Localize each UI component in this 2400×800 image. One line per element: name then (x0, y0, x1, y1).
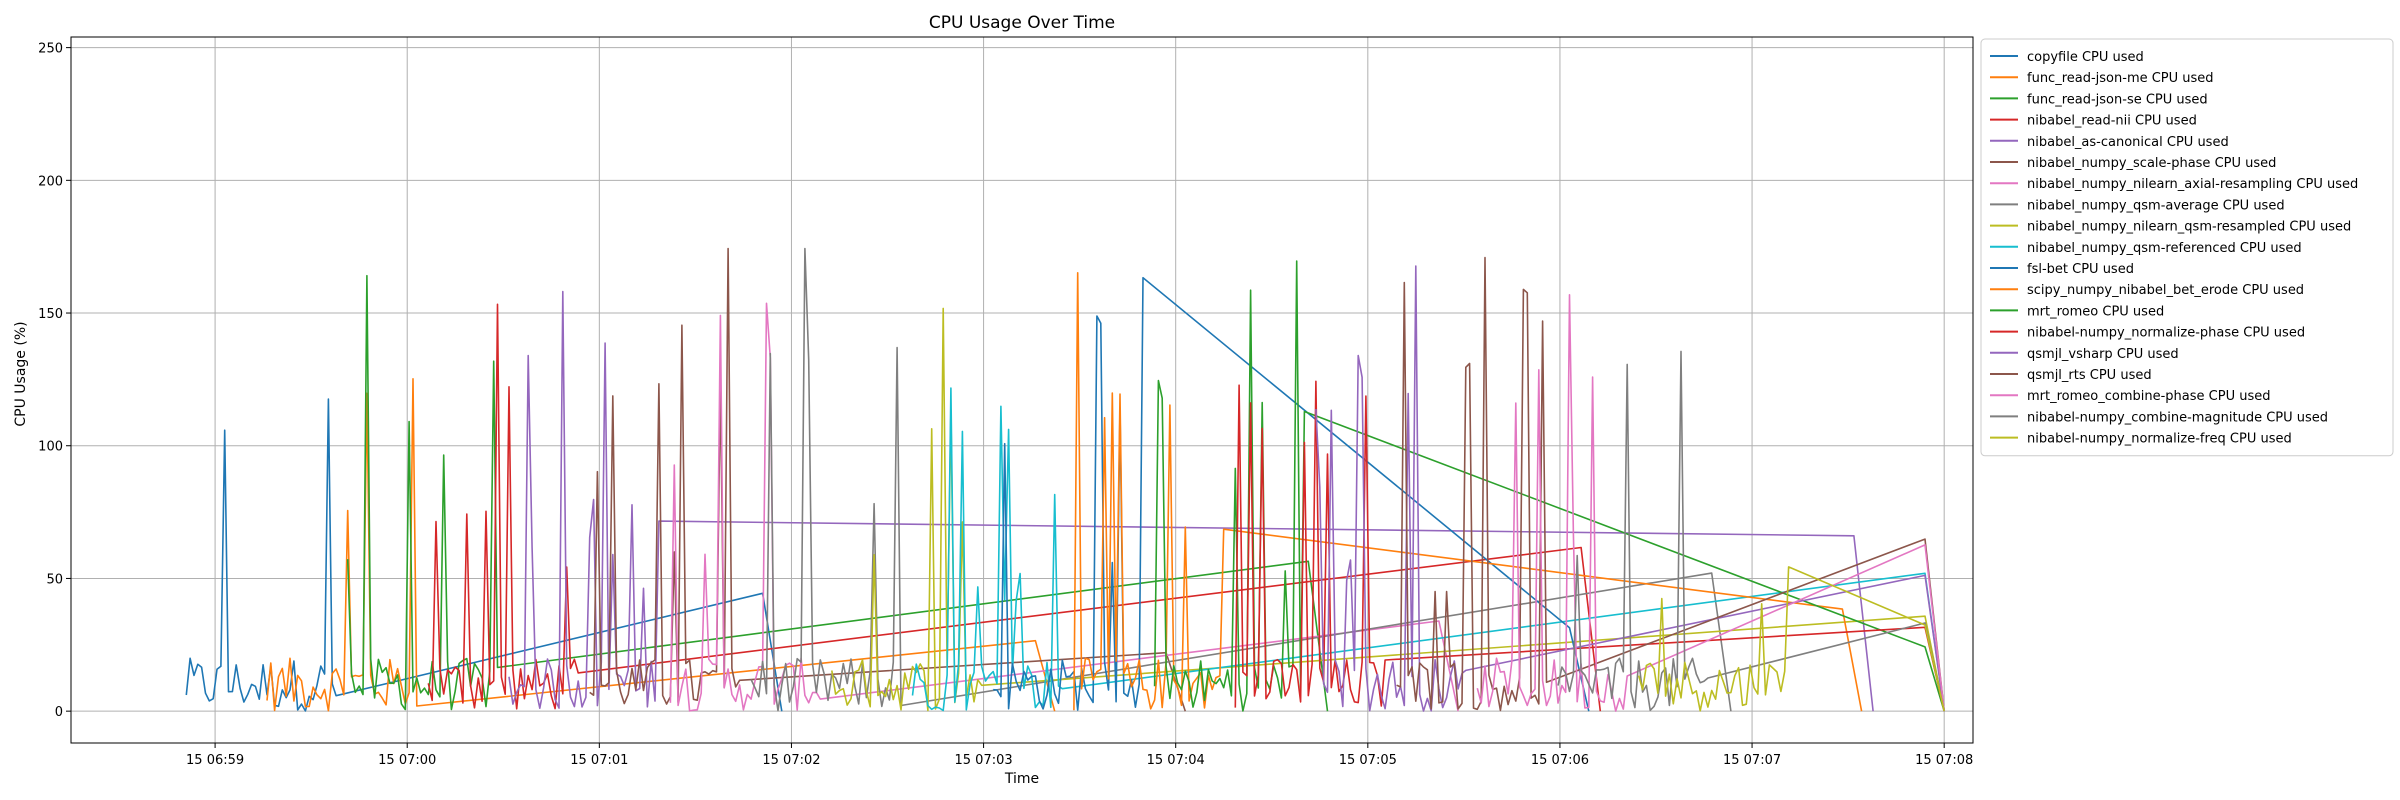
legend-entry-label: nibabel_numpy_scale-phase CPU used (2027, 156, 2276, 171)
x-tick-label: 15 07:02 (762, 753, 820, 768)
legend-entry-label: nibabel_numpy_nilearn_qsm-resampled CPU … (2027, 220, 2351, 235)
series-line (1315, 265, 1945, 712)
legend-entry-label: func_read-json-se CPU used (2027, 92, 2208, 107)
legend-entry-label: nibabel-numpy_combine-magnitude CPU used (2027, 410, 2328, 425)
series-line (1557, 350, 1945, 712)
series-line (1234, 380, 1945, 712)
legend-entry-label: qsmjl_vsharp CPU used (2027, 347, 2179, 362)
x-tick-label: 15 07:04 (1147, 753, 1205, 768)
y-tick-label: 0 (55, 705, 63, 720)
x-tick-label: 15 07:00 (378, 753, 436, 768)
series-line (1073, 272, 1863, 712)
legend: copyfile CPU used func_read-json-me CPU u… (1980, 38, 2394, 457)
series-lines (185, 247, 1945, 712)
legend-entry-label: qsmjl_rts CPU used (2027, 368, 2152, 383)
axes-frame (70, 36, 1974, 744)
series-line (993, 276, 1590, 712)
plot-area: 15 06:59 15 07:00 15 07:01 15 07:02 15 07:03… (38, 36, 1974, 768)
legend-entry-label: nibabel_numpy_qsm-referenced CPU used (2027, 241, 2302, 256)
y-tick-label: 100 (38, 440, 63, 455)
legend-entry-label: nibabel-numpy_normalize-phase CPU used (2027, 326, 2305, 341)
x-axis-label: Time (1004, 771, 1039, 787)
x-tick-label: 15 06:59 (186, 753, 244, 768)
x-tick-label: 15 07:06 (1531, 753, 1589, 768)
series-line (1396, 256, 1945, 712)
series-line (669, 302, 1459, 712)
series-line (1637, 566, 1945, 712)
series-line (185, 398, 783, 712)
y-tick-label: 250 (38, 42, 63, 57)
y-tick-label: 150 (38, 307, 63, 322)
legend-entry-label: scipy_numpy_nibabel_bet_erode CPU used (2027, 283, 2304, 298)
x-tick-label: 15 07:07 (1723, 753, 1781, 768)
series-line (831, 307, 1945, 712)
series-line (346, 274, 1329, 712)
series-line (750, 247, 1732, 712)
series-line (266, 378, 1056, 712)
y-tick-label: 50 (46, 572, 63, 587)
legend-entry-label: nibabel_as-canonical CPU used (2027, 135, 2229, 150)
legend-entry-label: mrt_romeo CPU used (2027, 304, 2164, 319)
legend-entry-label: nibabel-numpy_normalize-freq CPU used (2027, 432, 2292, 447)
x-tick-label: 15 07:01 (570, 753, 628, 768)
legend-entry-label: nibabel_numpy_qsm-average CPU used (2027, 198, 2285, 213)
series-line (911, 387, 1945, 712)
legend-entry-label: func_read-json-me CPU used (2027, 71, 2214, 86)
chart-title: CPU Usage Over Time (929, 13, 1115, 33)
x-tick-label: 15 07:08 (1915, 753, 1973, 768)
legend-entry-label: nibabel_numpy_nilearn_axial-resampling C… (2027, 177, 2358, 192)
legend-frame (1980, 38, 2394, 457)
y-tick-label: 200 (38, 174, 63, 189)
x-tick-label: 15 07:03 (955, 753, 1013, 768)
series-line (1153, 260, 1945, 712)
y-axis-label: CPU Usage (%) (13, 321, 29, 426)
legend-entry-label: fsl-bet CPU used (2027, 262, 2134, 277)
legend-entry-label: copyfile CPU used (2027, 50, 2144, 65)
series-line (508, 290, 1874, 712)
legend-entry-label: mrt_romeo_combine-phase CPU used (2027, 389, 2270, 404)
legend-entry-label: nibabel_read-nii CPU used (2027, 114, 2197, 129)
x-tick-label: 15 07:05 (1339, 753, 1397, 768)
